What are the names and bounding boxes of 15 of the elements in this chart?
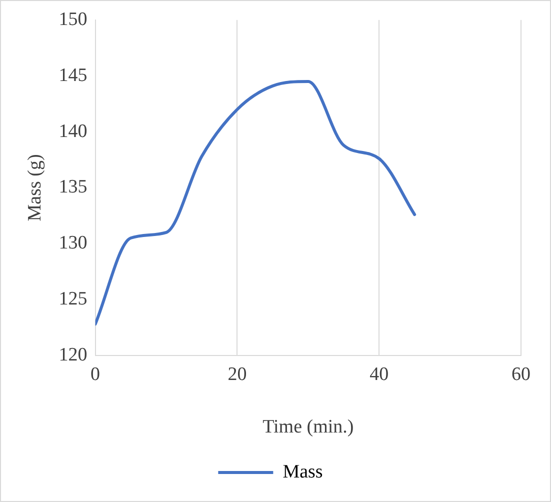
y-axis-title: Mass (g) [24, 154, 46, 222]
legend-label: Mass [282, 461, 323, 482]
x-tick-label: 40 [370, 364, 389, 385]
y-tick-label: 150 [58, 8, 88, 30]
y-tick-label: 120 [58, 344, 88, 366]
x-tick-label: 20 [228, 364, 247, 385]
x-tick-label: 60 [512, 364, 530, 385]
y-tick-label: 145 [58, 64, 88, 86]
y-tick-label: 125 [58, 288, 88, 310]
line-series [95, 80, 416, 326]
y-tick-label: 130 [58, 232, 88, 254]
x-axis-title: Time (min.) [262, 416, 354, 438]
x-tick-label: 0 [90, 364, 100, 385]
y-tick-label: 140 [58, 120, 88, 142]
y-tick-label: 135 [58, 176, 88, 198]
